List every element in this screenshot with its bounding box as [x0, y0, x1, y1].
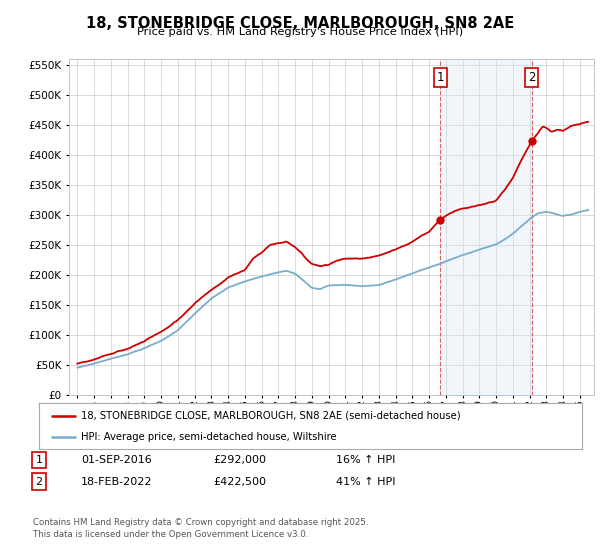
- Text: Contains HM Land Registry data © Crown copyright and database right 2025.
This d: Contains HM Land Registry data © Crown c…: [33, 518, 368, 539]
- Text: 1: 1: [437, 71, 444, 84]
- Text: 2: 2: [528, 71, 535, 84]
- Text: 2: 2: [35, 477, 43, 487]
- Text: 16% ↑ HPI: 16% ↑ HPI: [336, 455, 395, 465]
- Text: 18-FEB-2022: 18-FEB-2022: [81, 477, 152, 487]
- Text: £422,500: £422,500: [213, 477, 266, 487]
- Text: HPI: Average price, semi-detached house, Wiltshire: HPI: Average price, semi-detached house,…: [82, 432, 337, 442]
- Text: Price paid vs. HM Land Registry's House Price Index (HPI): Price paid vs. HM Land Registry's House …: [137, 27, 463, 37]
- Text: 01-SEP-2016: 01-SEP-2016: [81, 455, 152, 465]
- Text: 41% ↑ HPI: 41% ↑ HPI: [336, 477, 395, 487]
- Text: 18, STONEBRIDGE CLOSE, MARLBOROUGH, SN8 2AE: 18, STONEBRIDGE CLOSE, MARLBOROUGH, SN8 …: [86, 16, 514, 31]
- Text: 1: 1: [35, 455, 43, 465]
- Text: £292,000: £292,000: [213, 455, 266, 465]
- Bar: [440, 59, 532, 395]
- Text: 18, STONEBRIDGE CLOSE, MARLBOROUGH, SN8 2AE (semi-detached house): 18, STONEBRIDGE CLOSE, MARLBOROUGH, SN8 …: [82, 410, 461, 421]
